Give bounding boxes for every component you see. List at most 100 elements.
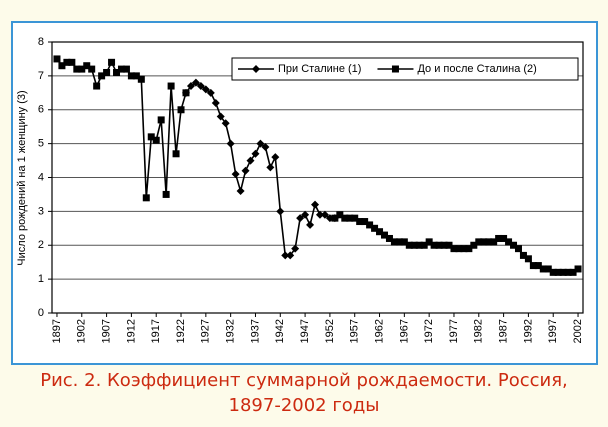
point [206, 88, 215, 97]
point [356, 218, 364, 226]
point [450, 245, 458, 253]
point [216, 112, 225, 121]
point [514, 245, 522, 253]
point [281, 251, 290, 260]
point [341, 214, 349, 222]
point [122, 65, 130, 73]
point [311, 200, 320, 209]
point [221, 119, 230, 128]
point [73, 65, 81, 73]
point [351, 214, 359, 222]
point [172, 150, 180, 158]
point [196, 82, 205, 91]
point [519, 251, 527, 259]
y-tick-label: 4 [38, 171, 44, 183]
x-tick-label: 1977 [448, 319, 460, 343]
point [405, 241, 413, 249]
point [534, 262, 542, 270]
point [103, 68, 111, 76]
point [510, 241, 518, 249]
point [529, 262, 537, 270]
x-tick-label: 1902 [76, 319, 88, 343]
x-tick-label: 1912 [125, 319, 137, 343]
point [490, 238, 498, 246]
x-tick-label: 1927 [200, 319, 212, 343]
point [425, 238, 433, 246]
point [241, 166, 250, 175]
y-tick-label: 1 [38, 273, 44, 285]
y-tick-label: 6 [38, 104, 44, 116]
point [251, 149, 260, 158]
point [137, 75, 145, 83]
legend-label: При Сталине (1) [278, 63, 361, 75]
x-tick-label: 1987 [498, 319, 510, 343]
x-tick-label: 1952 [324, 319, 336, 343]
point [485, 238, 493, 246]
point [455, 245, 463, 253]
point [465, 245, 473, 253]
x-tick-label: 1997 [547, 319, 559, 343]
point [495, 234, 503, 242]
point [113, 68, 121, 76]
x-tick-label: 1992 [522, 319, 534, 343]
y-tick-label: 8 [38, 36, 44, 48]
point [336, 211, 344, 219]
point [276, 207, 285, 216]
point [98, 72, 106, 80]
point [177, 106, 185, 114]
point [231, 170, 240, 179]
point [361, 218, 369, 226]
point [544, 265, 552, 273]
x-tick-label: 1907 [100, 319, 112, 343]
point [385, 234, 393, 242]
point [83, 62, 91, 70]
point [266, 163, 275, 172]
point [400, 238, 408, 246]
point [291, 244, 300, 253]
point [569, 268, 577, 276]
point [395, 238, 403, 246]
y-tick-label: 7 [38, 70, 44, 82]
point [559, 268, 567, 276]
point [117, 65, 125, 73]
x-tick-label: 1942 [274, 319, 286, 343]
point [167, 82, 175, 90]
point [371, 224, 379, 232]
point [539, 265, 547, 273]
point [315, 210, 324, 219]
point [574, 265, 582, 273]
x-tick-label: 1922 [175, 319, 187, 343]
legend-marker [391, 65, 399, 73]
point [390, 238, 398, 246]
point [271, 153, 280, 162]
caption: Рис. 2. Коэффициент суммарной рождаемост… [40, 370, 568, 416]
point [500, 234, 508, 242]
point [415, 241, 423, 249]
point [470, 241, 478, 249]
y-tick-label: 0 [38, 307, 44, 319]
point [301, 210, 310, 219]
plot-area [51, 41, 584, 314]
y-tick-label: 5 [38, 138, 44, 150]
point [68, 58, 76, 66]
point [191, 78, 200, 87]
x-tick-label: 1962 [373, 319, 385, 343]
x-tick-label: 1957 [349, 319, 361, 343]
point [246, 156, 255, 165]
point [549, 268, 557, 276]
point [132, 72, 140, 80]
point [261, 143, 270, 152]
x-tick-label: 1932 [225, 319, 237, 343]
x-tick-label: 1972 [423, 319, 435, 343]
x-tick-label: 1937 [249, 319, 261, 343]
x-tick-label: 1917 [150, 319, 162, 343]
point [380, 231, 388, 239]
point [420, 241, 428, 249]
point [524, 255, 532, 263]
x-tick-label: 1967 [398, 319, 410, 343]
point [186, 82, 195, 91]
point [306, 220, 315, 229]
point [63, 58, 71, 66]
legend: При Сталине (1) До и после Сталина (2) [231, 57, 579, 81]
y-tick-label: 2 [38, 239, 44, 251]
